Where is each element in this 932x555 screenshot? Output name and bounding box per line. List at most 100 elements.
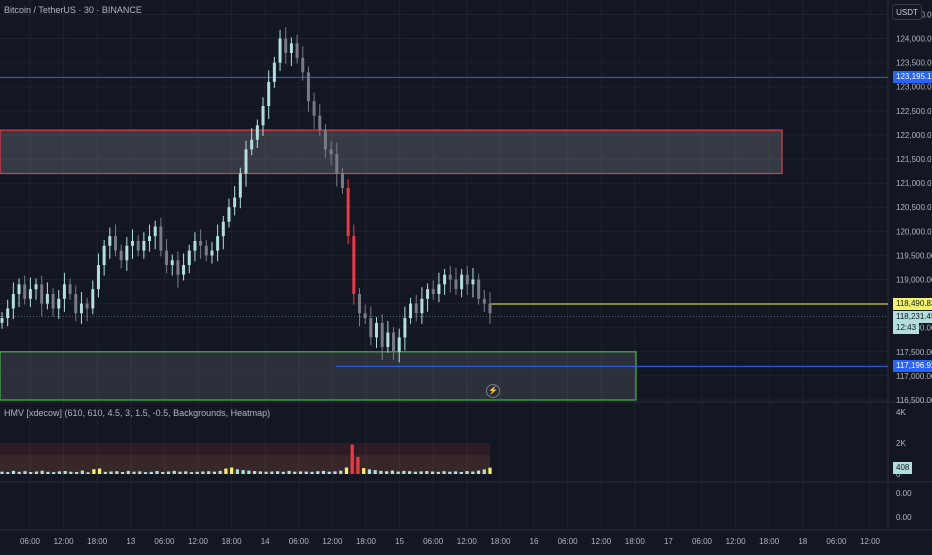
volume-bar: [356, 456, 360, 474]
volume-bar: [264, 471, 268, 474]
volume-bar: [57, 471, 62, 474]
volume-bar: [385, 471, 389, 474]
volume-bar: [379, 470, 383, 474]
candle-body: [28, 289, 32, 299]
candle-body: [323, 130, 327, 150]
volume-bar: [247, 470, 251, 474]
lower-pane-tick-label: 0.00: [896, 513, 912, 522]
volume-bar: [396, 471, 400, 474]
candle-body: [471, 279, 475, 285]
supply-zone: [0, 129, 783, 175]
heatmap-band: [0, 455, 490, 474]
time-tick-label: 13: [126, 537, 135, 546]
volume-bar: [98, 468, 102, 474]
candle-body: [346, 187, 350, 237]
price-tick-label: 117,500.00: [896, 348, 932, 357]
lower-pane-tick-label: 0.00: [896, 489, 912, 498]
candle-body: [153, 226, 157, 237]
price-tick-label: 124,000.00: [896, 35, 932, 44]
volume-tick-label: 0: [896, 470, 901, 479]
volume-bar: [201, 471, 205, 474]
candle-body: [131, 240, 135, 246]
time-tick-label: 18:00: [490, 537, 511, 546]
time-tick-label: 12:00: [726, 537, 747, 546]
time-tick-label: 16: [530, 537, 539, 546]
time-tick-label: 06:00: [20, 537, 41, 546]
candle-body: [477, 279, 481, 299]
price-badge: 123,195.18: [893, 71, 932, 84]
candle-body: [57, 298, 61, 309]
time-tick-label: 12:00: [54, 537, 75, 546]
candle-body: [306, 72, 310, 102]
candle-body: [255, 125, 259, 140]
time-tick-label: 15: [395, 537, 404, 546]
volume-bar: [413, 471, 417, 474]
price-tick-label: 120,000.00: [896, 227, 932, 236]
candle-body: [369, 318, 373, 338]
volume-bar: [270, 471, 274, 474]
candle-body: [329, 149, 333, 155]
candle-body: [392, 332, 396, 352]
candle-body: [403, 318, 407, 338]
candle-body: [267, 81, 271, 107]
candle-body: [148, 236, 152, 241]
candle-body: [375, 322, 379, 338]
time-tick-label: 14: [261, 537, 270, 546]
candle-body: [187, 250, 191, 266]
candle-body: [272, 62, 276, 82]
candle-body: [233, 197, 237, 208]
candle-body: [443, 274, 447, 285]
candle-body: [51, 293, 55, 309]
candle-body: [227, 207, 231, 222]
volume-bar: [258, 471, 262, 474]
time-tick-label: 12:00: [457, 537, 478, 546]
price-tick-label: 123,500.00: [896, 59, 932, 68]
alert-icon[interactable]: ⚡: [486, 384, 500, 398]
volume-bar: [69, 471, 73, 474]
volume-bar: [471, 471, 475, 474]
candle-body: [380, 322, 384, 347]
volume-bar: [0, 471, 4, 474]
volume-bar: [218, 470, 222, 474]
time-tick-label: 17: [664, 537, 673, 546]
candle-body: [119, 250, 123, 261]
time-tick-label: 18:00: [625, 537, 646, 546]
candle-body: [363, 313, 367, 319]
volume-bar: [189, 472, 194, 474]
time-tick-label: 12:00: [860, 537, 881, 546]
volume-bar: [448, 471, 452, 474]
candle-body: [278, 38, 282, 63]
candle-body: [221, 221, 225, 237]
volume-tick-label: 2K: [896, 439, 906, 448]
volume-bar: [178, 471, 182, 474]
volume-bar: [132, 471, 136, 474]
price-tick-label: 123,000.00: [896, 83, 932, 92]
volume-bar: [143, 472, 148, 474]
volume-bar: [304, 471, 308, 474]
candle-body: [91, 289, 95, 309]
candle-body: [409, 303, 413, 319]
price-tick-label: 117,000.00: [896, 372, 932, 381]
time-tick-label: 18:00: [759, 537, 780, 546]
candle-body: [357, 293, 361, 314]
volume-bar: [155, 471, 159, 474]
volume-bar: [488, 467, 492, 474]
candle-body: [250, 139, 254, 150]
volume-bar: [195, 471, 199, 474]
currency-button[interactable]: USDT: [892, 4, 922, 20]
time-tick-label: 12:00: [591, 537, 612, 546]
candle-body: [125, 245, 129, 261]
volume-bar: [310, 471, 314, 474]
price-tick-label: 116,500.00: [896, 396, 932, 405]
time-tick-label: 12:00: [188, 537, 209, 546]
heatmap-band: [0, 443, 490, 474]
time-tick-label: 06:00: [826, 537, 847, 546]
volume-bar: [138, 471, 142, 474]
price-badge: 12:43: [893, 321, 920, 334]
candle-body: [108, 236, 112, 246]
candle-body: [289, 43, 293, 54]
candle-body: [216, 236, 220, 251]
price-tick-label: 122,000.00: [896, 131, 932, 140]
